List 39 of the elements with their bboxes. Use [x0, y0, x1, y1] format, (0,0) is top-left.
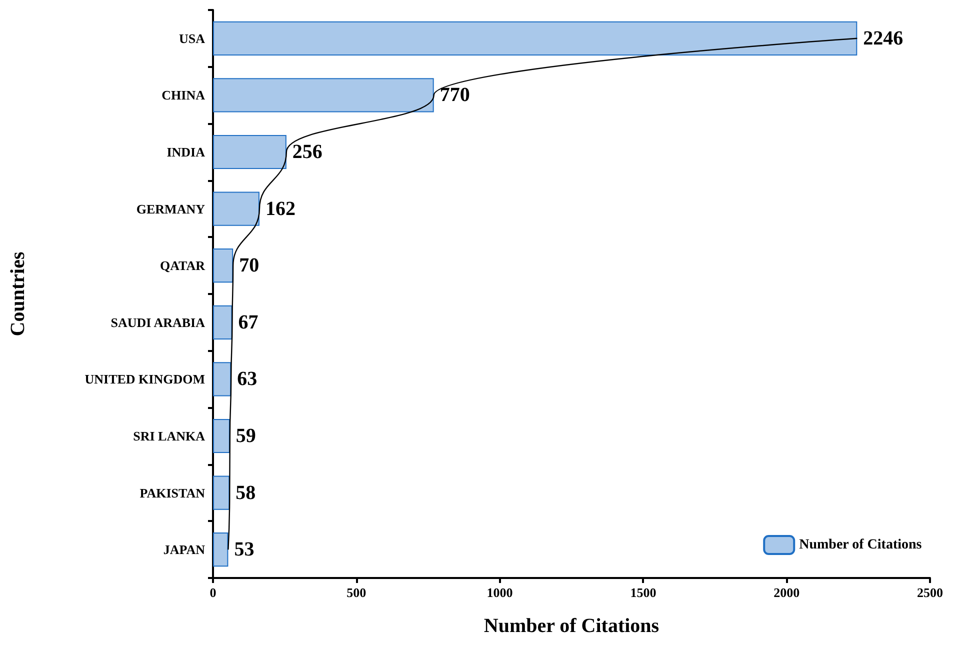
bar — [213, 248, 234, 283]
bar — [213, 192, 260, 226]
x-tick-label: 0 — [210, 585, 216, 600]
bar — [213, 21, 858, 56]
data-label: 58 — [236, 482, 256, 504]
data-label: 770 — [440, 84, 470, 106]
y-tick-label: GERMANY — [136, 201, 206, 216]
x-tick-label: 2500 — [917, 585, 943, 600]
bar — [213, 305, 232, 340]
data-label: 53 — [234, 538, 254, 561]
x-tick-label: 500 — [346, 585, 366, 600]
x-tick-label: 1500 — [630, 585, 656, 600]
bar — [213, 532, 228, 567]
data-label: 2246 — [863, 27, 904, 50]
y-tick-label: USA — [178, 30, 206, 46]
data-label: 162 — [265, 198, 296, 220]
y-tick-label: SRI LANKA — [133, 428, 206, 444]
y-tick-label: PAKISTAN — [140, 485, 206, 500]
data-label: 67 — [238, 311, 258, 334]
y-tick-label: CHINA — [162, 88, 206, 103]
y-tick-label: QATAR — [160, 258, 206, 274]
x-tick-label: 2000 — [774, 585, 800, 600]
data-label: 256 — [292, 141, 322, 163]
y-tick-label: UNITED KINGDOM — [84, 372, 205, 387]
legend-label: Number of Citations — [799, 538, 922, 552]
data-label: 70 — [239, 254, 260, 277]
y-tick-label: INDIA — [166, 144, 206, 160]
data-label: 63 — [237, 368, 258, 390]
bar — [213, 418, 230, 454]
data-label: 59 — [236, 425, 256, 447]
y-axis-title: Countries — [7, 252, 29, 336]
y-tick-label: SAUDI ARABIA — [110, 314, 206, 330]
bar — [213, 476, 230, 510]
bar — [213, 134, 286, 170]
x-tick-label: 1000 — [486, 585, 513, 600]
bar — [213, 362, 232, 396]
x-axis-title: Number of Citations — [484, 615, 660, 637]
bar — [213, 78, 434, 112]
y-tick-label: JAPAN — [163, 542, 206, 558]
